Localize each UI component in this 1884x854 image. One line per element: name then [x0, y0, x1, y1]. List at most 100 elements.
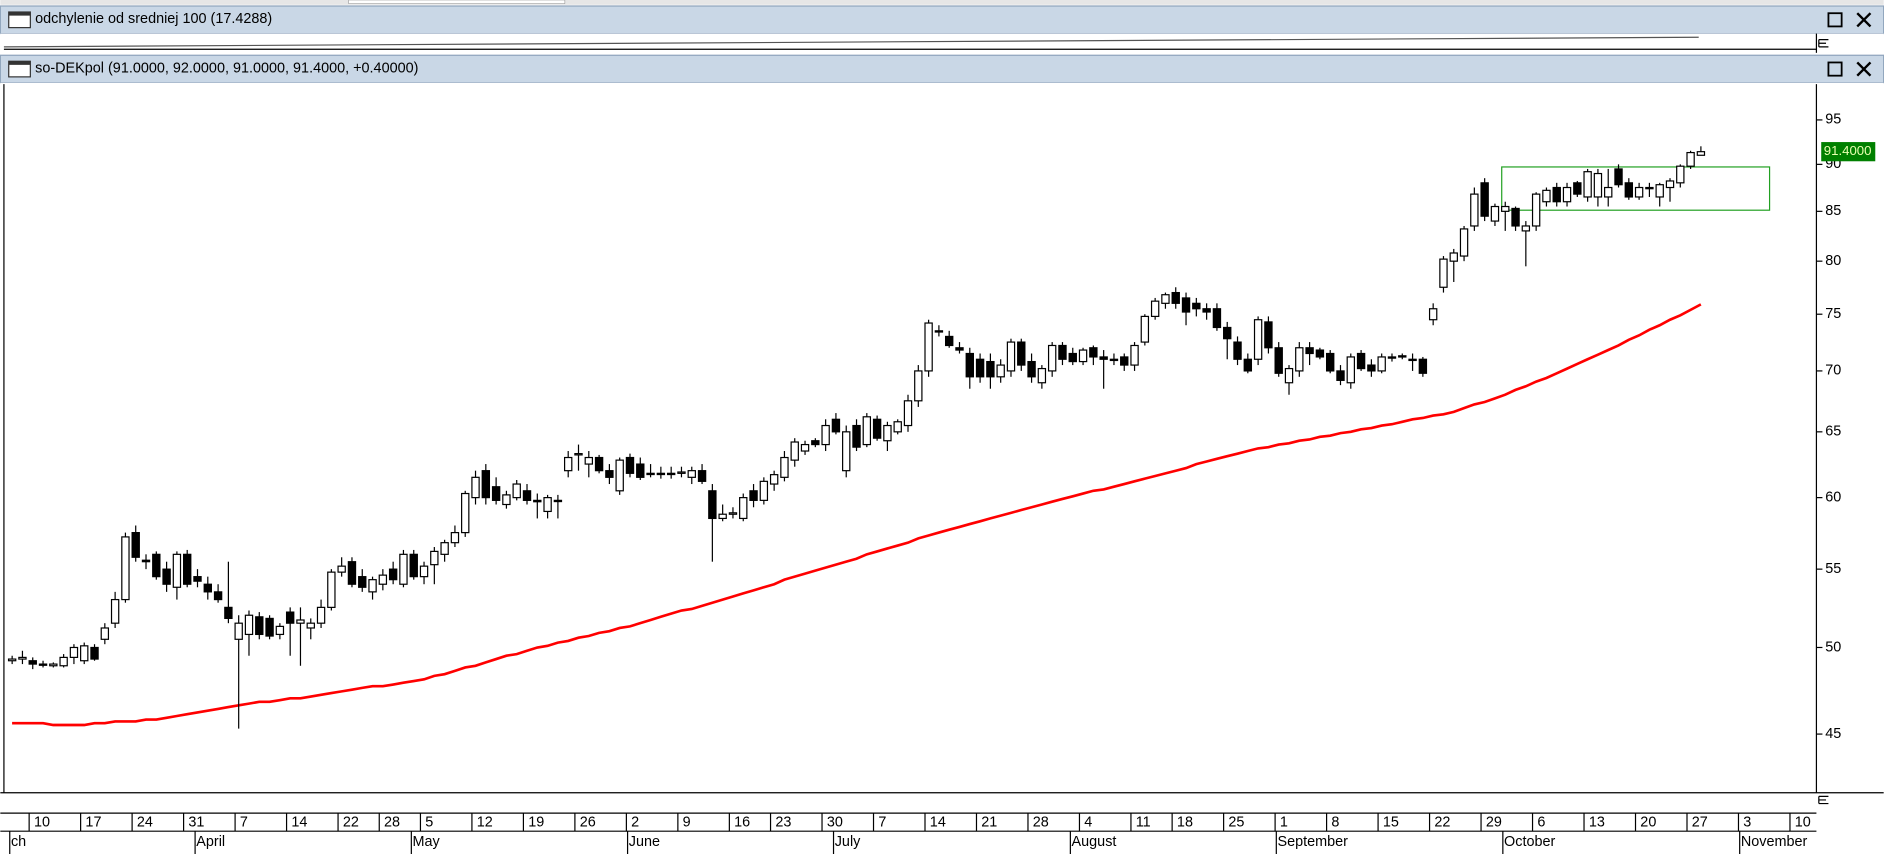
candle-body — [883, 424, 892, 442]
candle-body — [316, 606, 326, 624]
month-label: June — [629, 834, 660, 850]
candle-body — [677, 471, 686, 474]
x-tick-label: 10 — [1795, 815, 1811, 831]
candle-body — [1202, 308, 1211, 313]
candle-body — [872, 418, 882, 439]
x-tick-label: 14 — [291, 815, 307, 831]
candle-body — [275, 625, 285, 636]
candle-body — [327, 571, 336, 608]
month-label: August — [1072, 834, 1117, 850]
y-tick-label: 95 — [1825, 112, 1841, 128]
candle-body — [1140, 315, 1150, 343]
x-tick-label: 12 — [477, 815, 493, 831]
month-label: ch — [11, 834, 26, 850]
candle-body — [1696, 151, 1706, 156]
y-tick-label: 65 — [1825, 424, 1841, 440]
x-tick-label: 26 — [580, 815, 596, 831]
candle-body — [1192, 302, 1201, 310]
candle-body — [1325, 352, 1335, 372]
candle-body — [1047, 344, 1057, 372]
candle-body — [203, 583, 213, 593]
candle-body — [378, 574, 388, 585]
candle-body — [1583, 171, 1592, 198]
x-tick-label: 3 — [1743, 815, 1751, 831]
candle-body — [244, 614, 254, 636]
candle-body — [1233, 341, 1242, 360]
candle-body — [718, 513, 727, 520]
candle-body — [697, 470, 707, 482]
candle-body — [1150, 300, 1160, 318]
candle-body — [1181, 297, 1191, 313]
candle-body — [811, 440, 820, 446]
x-tick-label: 24 — [137, 815, 153, 831]
candle-body — [213, 591, 223, 601]
candle-body — [759, 480, 769, 501]
candle-body — [1037, 367, 1047, 384]
candle-body — [1449, 252, 1458, 262]
candle-body — [49, 663, 58, 667]
candle-body — [1439, 258, 1448, 288]
candle-body — [749, 490, 758, 501]
candle-body — [1130, 344, 1139, 366]
candle-body — [780, 456, 789, 478]
candle-body — [110, 598, 120, 624]
candle-body — [1645, 186, 1654, 190]
candle-body — [656, 472, 666, 476]
candle-body — [1171, 291, 1180, 304]
title-bar — [0, 5, 1884, 35]
candle-body — [687, 470, 696, 478]
candle-body — [1387, 356, 1397, 359]
candle-body — [563, 456, 573, 472]
candle-body — [1058, 344, 1067, 360]
candle-body — [182, 553, 192, 585]
x-tick-label: 30 — [827, 815, 843, 831]
candle-body — [1264, 321, 1273, 349]
candle-body — [1120, 356, 1129, 366]
toolbar-strip — [0, 0, 1884, 5]
plot-background — [0, 82, 1884, 854]
candle-body — [1593, 172, 1603, 198]
candle-body — [1068, 352, 1077, 363]
x-tick-label: 25 — [1228, 815, 1244, 831]
candle-body — [440, 542, 449, 555]
x-tick-label: 18 — [1177, 815, 1193, 831]
x-tick-label: 19 — [528, 815, 544, 831]
candle-body — [1470, 193, 1479, 227]
maximize-button[interactable] — [1824, 10, 1846, 29]
close-button[interactable] — [1852, 10, 1876, 29]
x-tick-label: 28 — [384, 815, 400, 831]
candle-body — [769, 474, 779, 485]
candle-body — [502, 494, 511, 506]
close-button[interactable] — [1852, 60, 1876, 79]
candle-body — [306, 622, 315, 629]
candle-body — [1356, 352, 1366, 370]
y-tick-label: 50 — [1825, 639, 1841, 655]
candle-body — [831, 418, 841, 433]
candle-body — [1212, 308, 1222, 329]
x-tick-label: 31 — [188, 815, 204, 831]
candle-body — [491, 486, 501, 501]
candle-body — [69, 646, 79, 659]
x-tick-label: 15 — [1383, 815, 1399, 831]
candle-body — [1367, 364, 1376, 372]
month-label: September — [1278, 834, 1349, 850]
candle-body — [172, 553, 182, 588]
y-tick-label: 70 — [1825, 363, 1841, 379]
candle-body — [1562, 186, 1572, 203]
candle-body — [131, 532, 140, 558]
maximize-button[interactable] — [1824, 60, 1846, 79]
candle-body — [1428, 308, 1438, 321]
candle-body — [584, 456, 593, 465]
candle-body — [1686, 151, 1695, 167]
candle-body — [1573, 182, 1582, 195]
candle-body — [1531, 193, 1541, 227]
candle-body — [38, 663, 48, 666]
candle-body — [1542, 189, 1551, 203]
candle-body — [965, 352, 974, 378]
candle-body — [1665, 180, 1675, 189]
candle-body — [388, 568, 398, 581]
x-tick-label: 5 — [425, 815, 433, 831]
month-label: April — [196, 834, 225, 850]
candle-body — [862, 416, 872, 446]
